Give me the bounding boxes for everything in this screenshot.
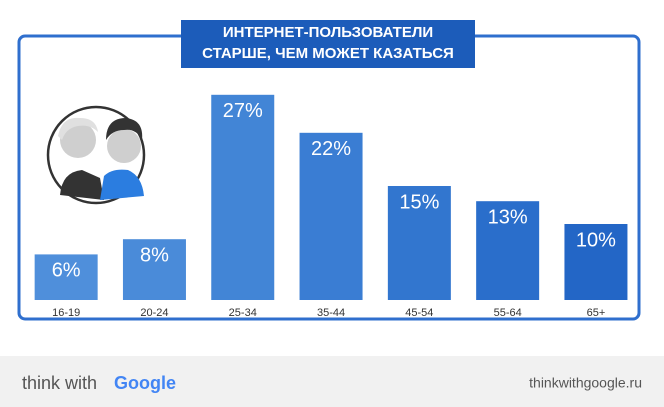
bar <box>299 132 363 300</box>
value-label: 6% <box>52 260 81 282</box>
value-label: 13% <box>488 206 528 228</box>
value-label: 27% <box>223 100 263 122</box>
x-tick-label: 55-64 <box>494 307 522 319</box>
x-tick-label: 16-19 <box>52 307 80 319</box>
bar <box>564 224 628 300</box>
bar <box>387 186 451 300</box>
x-tick-label: 20-24 <box>140 307 168 319</box>
chart-title: ИНТЕРНЕТ-ПОЛЬЗОВАТЕЛИ <box>223 24 433 41</box>
footer-bar <box>0 356 664 407</box>
value-label: 10% <box>576 229 616 251</box>
footer-brand: think with <box>22 373 97 393</box>
illustration <box>46 105 146 205</box>
footer-url: thinkwithgoogle.ru <box>529 375 642 391</box>
x-tick-label: 65+ <box>587 307 606 319</box>
x-tick-label: 45-54 <box>405 307 433 319</box>
value-label: 22% <box>311 138 351 160</box>
x-tick-label: 25-34 <box>229 307 257 319</box>
value-label: 8% <box>140 244 169 266</box>
chart-title: СТАРШЕ, ЧЕМ МОЖЕТ КАЗАТЬСЯ <box>202 45 454 62</box>
bar <box>34 254 98 300</box>
footer-brand-name: Google <box>114 373 176 393</box>
bar <box>476 201 540 300</box>
title-box <box>181 20 475 68</box>
value-label: 15% <box>399 191 439 213</box>
bar <box>122 239 186 300</box>
x-tick-label: 35-44 <box>317 307 345 319</box>
bar <box>211 94 275 300</box>
